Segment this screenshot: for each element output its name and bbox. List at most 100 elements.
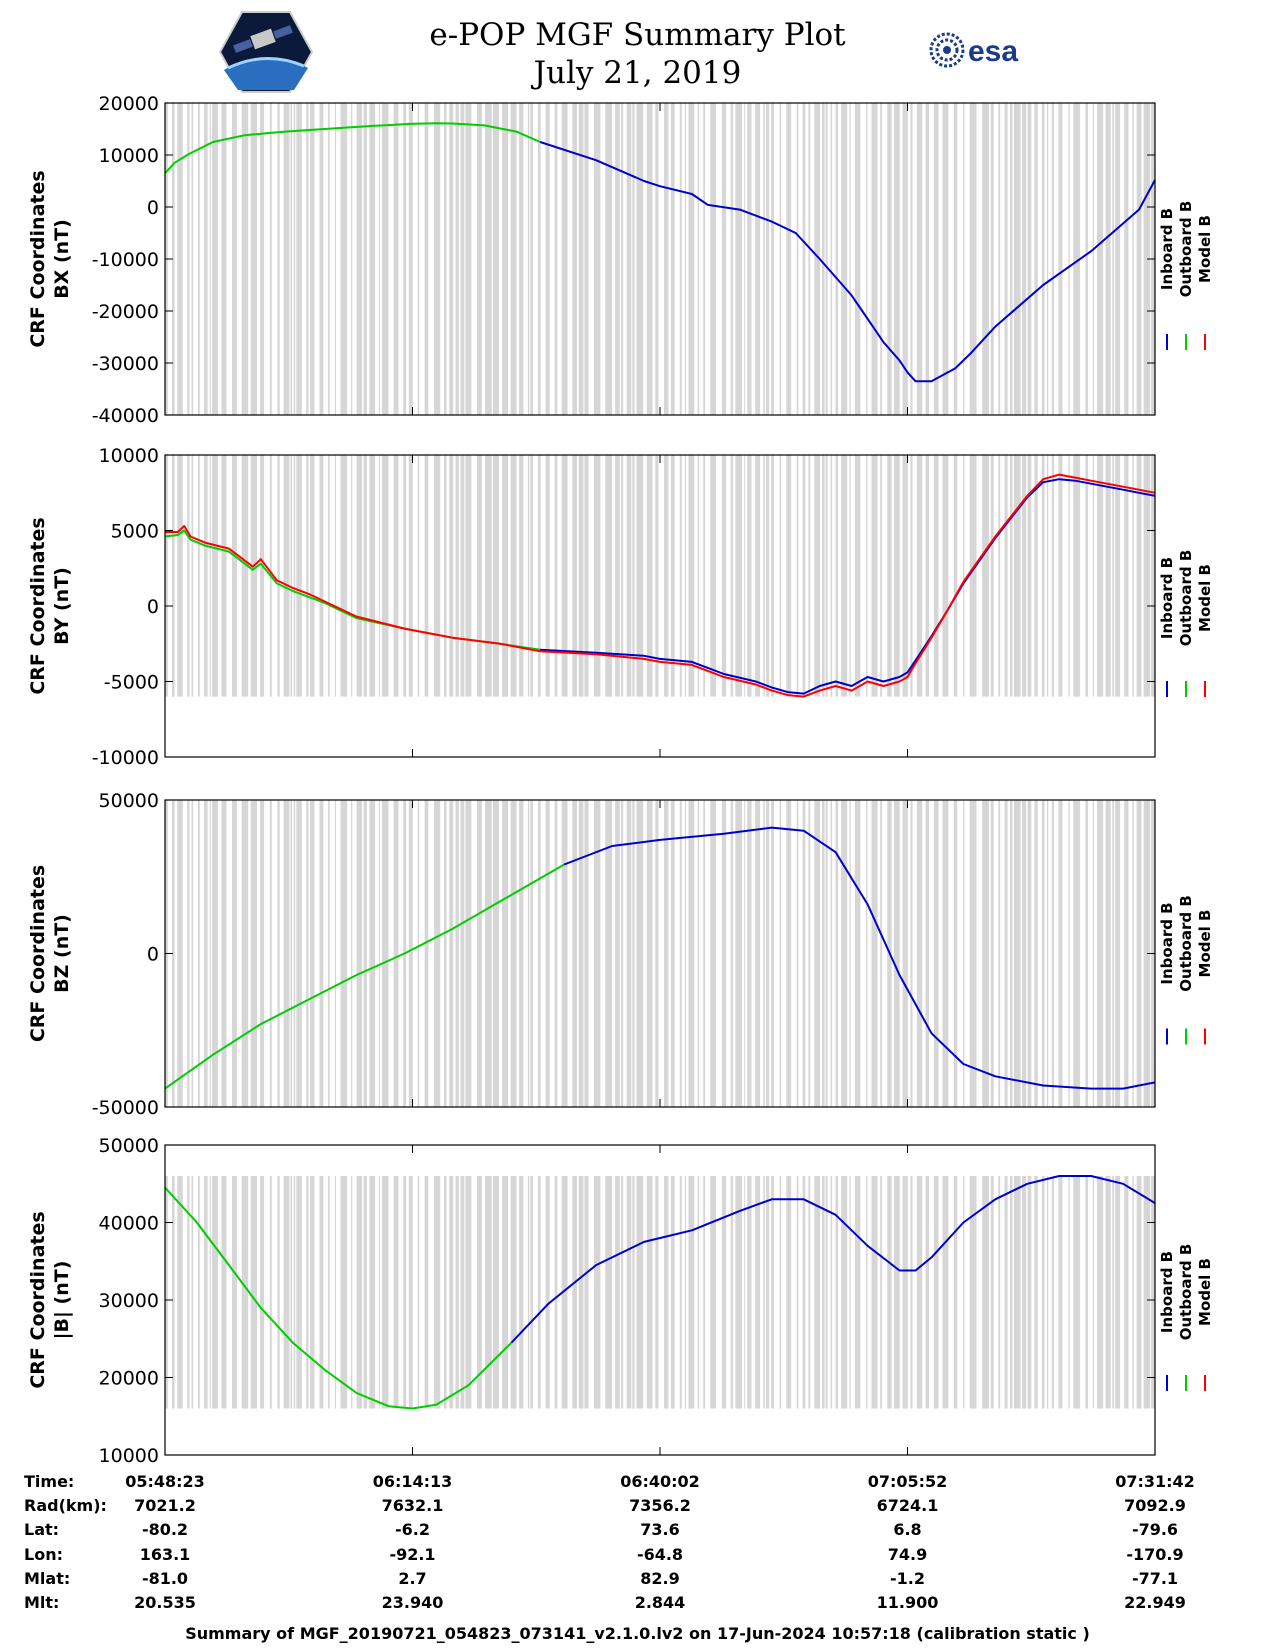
shading-stripe — [485, 800, 492, 1107]
shading-stripe — [177, 1176, 183, 1409]
shading-stripe — [747, 455, 752, 697]
shading-stripe — [306, 1176, 309, 1409]
shading-stripe — [1105, 1176, 1111, 1409]
info-cell: -1.2 — [890, 1569, 925, 1588]
shading-stripe — [340, 1176, 348, 1409]
shading-stripe — [578, 1176, 584, 1409]
shading-stripe — [593, 103, 601, 415]
shading-stripe — [455, 1176, 459, 1409]
shading-stripe — [403, 455, 407, 697]
shading-stripe — [1136, 103, 1142, 415]
shading-stripe — [250, 800, 258, 1107]
shading-stripe — [460, 800, 465, 1107]
shading-stripe — [527, 800, 530, 1107]
shading-stripe — [519, 455, 524, 697]
shading-stripe — [953, 800, 958, 1107]
shading-stripe — [1068, 455, 1070, 697]
shading-stripe — [492, 455, 499, 697]
legend-label: Inboard B — [1158, 902, 1176, 984]
legend-label: Outboard B — [1177, 550, 1195, 647]
legend-label: Model B — [1196, 910, 1214, 978]
shading-stripe — [572, 800, 577, 1107]
shading-stripe — [241, 455, 249, 697]
shading-stripe — [510, 455, 517, 697]
shading-stripe — [1092, 800, 1095, 1107]
shading-stripe — [393, 800, 399, 1107]
shading-stripe — [916, 103, 923, 415]
shading-stripe — [340, 103, 348, 415]
shading-stripe — [1051, 103, 1055, 415]
shading-stripe — [393, 455, 399, 697]
shading-stripe — [663, 1176, 669, 1409]
shading-stripe — [1058, 455, 1063, 697]
shading-stripe — [655, 455, 659, 697]
shading-stripe — [172, 1176, 175, 1409]
shading-stripe — [381, 103, 389, 415]
shading-stripe — [310, 1176, 315, 1409]
info-cell: 74.9 — [888, 1545, 927, 1564]
shading-stripe — [646, 800, 653, 1107]
shading-stripe — [306, 455, 309, 697]
data-gap-shading — [165, 455, 1155, 697]
shading-stripe — [172, 455, 175, 697]
shading-stripe — [197, 103, 200, 415]
shading-stripe — [703, 455, 706, 697]
shading-stripe — [1092, 1176, 1095, 1409]
shading-stripe — [212, 800, 218, 1107]
shading-stripe — [363, 1176, 367, 1409]
shading-stripe — [485, 103, 492, 415]
shading-stripe — [1115, 800, 1121, 1107]
shading-stripe — [1085, 455, 1089, 697]
shading-stripe — [561, 103, 568, 415]
shading-stripe — [747, 103, 752, 415]
shading-stripe — [771, 800, 774, 1107]
shading-stripe — [605, 455, 613, 697]
shading-stripe — [626, 455, 632, 697]
series-line-outboard-b — [164, 529, 541, 651]
series-line-inboard-b — [540, 478, 1156, 695]
y-tick-label: 0 — [147, 944, 159, 966]
panel-bz-chart: 50000 0 -50000 CRF Coordinates BZ (nT) Inboar… — [27, 790, 1214, 1119]
shading-stripe — [697, 1176, 700, 1409]
shading-stripe — [177, 800, 183, 1107]
shading-stripe — [460, 103, 465, 415]
shading-stripe — [310, 800, 315, 1107]
shading-stripe — [830, 455, 833, 697]
y-axis-label: CRF Coordinates |B| (nT) — [27, 1211, 73, 1388]
shading-stripe — [187, 1176, 190, 1409]
shading-stripe — [755, 455, 761, 697]
shading-stripe — [1021, 1176, 1027, 1409]
shading-stripe — [802, 103, 806, 415]
shading-stripe — [204, 103, 208, 415]
shading-stripe — [537, 103, 541, 415]
shading-stripe — [866, 800, 868, 1107]
shading-stripe — [545, 455, 550, 697]
shading-stripe — [841, 1176, 848, 1409]
shading-stripe — [679, 800, 682, 1107]
shading-stripe — [593, 1176, 601, 1409]
shading-stripe — [735, 455, 742, 697]
shading-stripe — [340, 800, 348, 1107]
shading-stripe — [1073, 1176, 1080, 1409]
shading-stripe — [670, 1176, 675, 1409]
shading-stripe — [296, 455, 302, 697]
shading-stripe — [260, 800, 265, 1107]
shading-stripe — [241, 103, 249, 415]
cassiope-logo — [218, 11, 314, 93]
shading-stripe — [510, 103, 517, 415]
shading-stripe — [250, 103, 258, 415]
shading-stripe — [632, 800, 635, 1107]
shading-stripe — [605, 1176, 613, 1409]
shading-stripe — [277, 800, 280, 1107]
shading-stripe — [871, 455, 878, 697]
shading-stripe — [424, 1176, 429, 1409]
shading-stripe — [269, 103, 272, 415]
shading-stripe — [771, 103, 774, 415]
shading-stripe — [871, 1176, 878, 1409]
shading-stripe — [221, 103, 227, 415]
shading-stripe — [283, 1176, 290, 1409]
shading-stripe — [1115, 103, 1121, 415]
shading-stripe — [1124, 1176, 1129, 1409]
data-gap-shading — [165, 103, 1155, 415]
shading-stripe — [821, 103, 825, 415]
